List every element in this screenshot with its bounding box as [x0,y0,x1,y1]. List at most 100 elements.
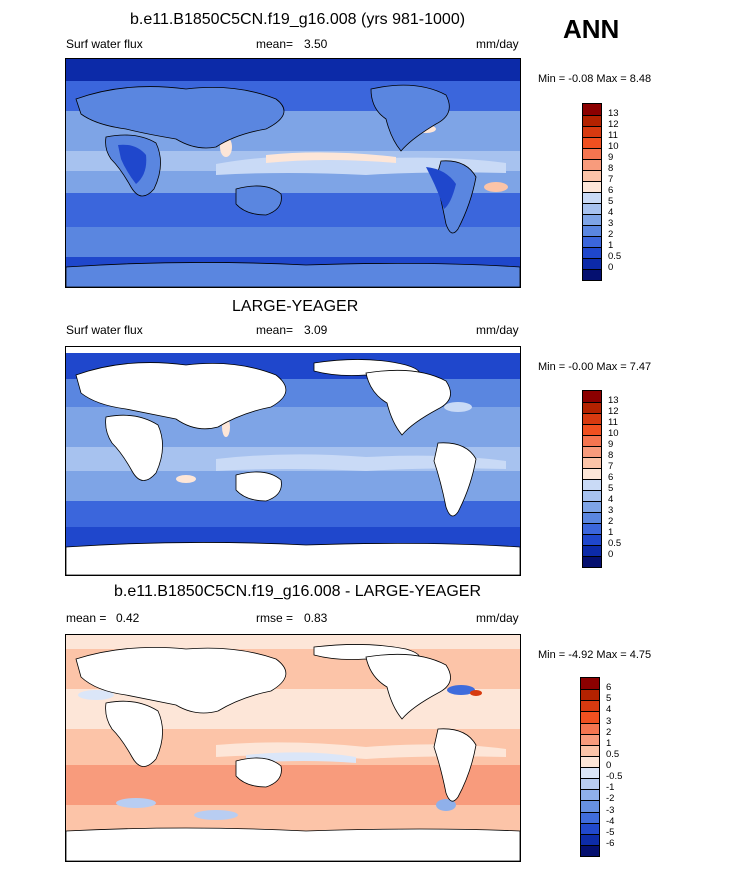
colorbar-segment [581,689,599,701]
colorbar-segment [581,744,599,756]
colorbar-tick-label: 8 [608,450,614,461]
colorbar-tick-label: 0 [608,262,614,273]
colorbar-segment [583,534,601,545]
panel-title: b.e11.B1850C5CN.f19_g16.008 - LARGE-YEAG… [114,583,482,600]
min-value: -0.08 [568,73,594,85]
colorbar-tick-label: 13 [608,395,619,406]
min-value: -0.00 [568,361,594,373]
colorbar-tick-label: 5 [606,693,612,705]
min-label: Min = [538,73,566,85]
colorbar-tick-label: 7 [608,174,614,185]
colorbar-segment [583,203,601,214]
colorbar-segment [583,512,601,523]
units-label: mm/day [476,611,519,625]
colorbar-segment [581,844,599,856]
colorbar-tick-label: 1 [608,240,614,251]
colorbar-segment [583,435,601,446]
colorbar-tick-label: -0.5 [606,771,623,783]
mean-value: 3.09 [304,323,328,337]
colorbar-tick-label: -2 [606,793,615,805]
min-label: Min = [538,649,566,661]
colorbar [580,677,600,857]
colorbar-tick-label: 1 [608,527,614,538]
colorbar-tick-label: 0 [608,549,614,560]
max-value: 8.48 [629,73,652,85]
colorbar-segment [583,126,601,137]
colorbar-tick-label: 3 [608,505,614,516]
map-difference [65,634,521,862]
min-max-readout: Min = -4.92 Max = 4.75 [538,649,651,661]
colorbar-segment [581,733,599,745]
colorbar-segment [583,258,601,269]
rmse-value: 0.83 [304,611,328,625]
variable-label: Surf water flux [66,37,143,51]
colorbar-segment [583,468,601,479]
colorbar-segment [583,523,601,534]
colorbar-tick-label: 0 [606,760,612,771]
colorbar-tick-label: 1 [606,737,612,749]
colorbar-tick-label: 12 [608,119,619,130]
panel-title: b.e11.B1850C5CN.f19_g16.008 (yrs 981-100… [130,11,466,28]
colorbar-tick-label: 5 [608,483,614,494]
colorbar-segment [583,159,601,170]
colorbar-tick-label: 4 [606,704,612,716]
colorbar-tick-label: 11 [608,130,618,141]
colorbar-segment [581,822,599,834]
colorbar-tick-label: 2 [608,229,614,240]
colorbar-segment [583,446,601,457]
colorbar-tick-label: 2 [608,516,614,527]
colorbar-tick-label: -3 [606,804,615,816]
colorbar-segment [583,214,601,225]
colorbar-segment [581,678,599,690]
colorbar-tick-label: 3 [606,715,612,727]
map-model [65,58,521,288]
colorbar-segment [583,490,601,501]
colorbar-segment [581,789,599,801]
colorbar-tick-label: 6 [608,472,614,483]
colorbar-segment [583,104,601,115]
colorbar-segment [581,833,599,845]
colorbar-segment [581,811,599,823]
colorbar-segment [583,501,601,512]
colorbar-tick-label: 0.5 [608,251,622,262]
colorbar-segment [583,457,601,468]
colorbar-tick-label: 0.5 [606,748,620,760]
colorbar-tick-label: 3 [608,218,614,229]
units-label: mm/day [476,323,519,337]
mean-label: mean= [256,323,294,337]
map-observations [65,346,521,576]
colorbar-segment [583,236,601,247]
colorbar-segment [583,170,601,181]
colorbar-tick-label: 10 [608,428,619,439]
colorbar-segment [581,800,599,812]
colorbar-segment [581,711,599,723]
colorbar-tick-label: 4 [608,494,614,505]
colorbar-tick-label: 7 [608,461,614,472]
colorbar-tick-label: 8 [608,163,614,174]
colorbar-segment [583,115,601,126]
colorbar-segment [583,402,601,413]
colorbar-segment [583,247,601,258]
colorbar-segment [581,700,599,712]
colorbar-segment [583,148,601,159]
colorbar-tick-label: -6 [606,837,615,849]
colorbar-tick-label: 9 [608,439,614,450]
season-label: ANN [563,14,620,44]
colorbar-tick-label: -5 [606,826,615,838]
min-value: -4.92 [568,649,594,661]
colorbar-segment [583,479,601,490]
colorbar-tick-label: 2 [606,726,612,738]
colorbar-tick-label: 12 [608,406,619,417]
colorbar-tick-label: -1 [606,782,615,794]
colorbar-segment [581,755,599,767]
colorbar-segment [583,556,601,567]
variable-label: Surf water flux [66,323,143,337]
mean-value: 3.50 [304,37,328,51]
min-max-readout: Min = -0.00 Max = 7.47 [538,361,651,373]
colorbar-tick-label: 9 [608,152,614,163]
colorbar-tick-label: 11 [608,417,618,428]
rmse-label: rmse = [256,611,294,625]
colorbar-segment [581,778,599,790]
min-max-readout: Min = -0.08 Max = 8.48 [538,73,651,85]
colorbar-tick-label: 13 [608,108,619,119]
